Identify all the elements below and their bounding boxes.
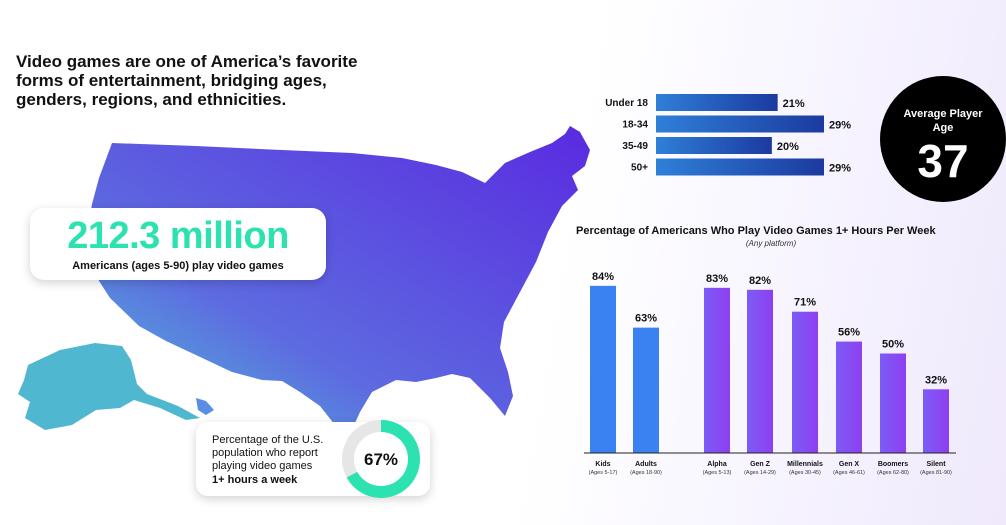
contiguous-us-shape — [86, 126, 590, 434]
hawaii-shape — [196, 398, 214, 415]
weekly-play-line-4: 1+ hours a week — [212, 473, 298, 486]
generation-category-label: Silent — [926, 461, 946, 468]
generation-bar — [880, 353, 906, 453]
generation-age-range-label: (Ages 14-29) — [744, 470, 776, 476]
generation-category-label: Gen X — [839, 461, 860, 468]
generation-bar — [923, 389, 949, 453]
generation-value-label: 50% — [882, 339, 904, 351]
generation-category-label: Alpha — [707, 461, 727, 468]
weekly-play-line-1: Percentage of the U.S. — [212, 434, 324, 446]
generation-chart-subtitle: (Any platform) — [745, 239, 797, 248]
age-value-label: 20% — [777, 141, 799, 153]
generation-bar — [792, 311, 818, 453]
generation-category-label: Millennials — [787, 461, 823, 468]
us-map-graphic — [18, 126, 590, 434]
generation-age-range-label: (Ages 18-90) — [630, 470, 662, 476]
age-category-label: 50+ — [631, 163, 648, 174]
alaska-shape — [18, 343, 200, 430]
average-player-age-badge: Average Player Age 37 — [880, 76, 1006, 202]
age-category-label: Under 18 — [605, 98, 648, 109]
generation-value-label: 71% — [794, 297, 816, 309]
weekly-play-card: Percentage of the U.S. population who re… — [196, 420, 430, 498]
generation-age-range-label: (Ages 81-90) — [920, 470, 952, 476]
generation-age-range-label: (Ages 30-45) — [789, 470, 821, 476]
age-category-label: 35-49 — [622, 141, 648, 152]
age-value-label: 29% — [829, 163, 851, 175]
generation-play-chart: 84% Kids (Ages 5-17) 63% Adults (Ages 18-90) 8… — [584, 271, 956, 476]
weekly-play-line-3: playing video games — [212, 460, 313, 473]
generation-value-label: 63% — [635, 313, 657, 325]
generation-age-range-label: (Ages 5-13) — [703, 470, 732, 476]
donut-ring — [342, 420, 420, 498]
total-players-card: 212.3 million Americans (ages 5-90) play… — [30, 208, 326, 280]
generation-category-label: Adults — [635, 461, 657, 468]
headline: Video games are one of America’s favorit… — [16, 52, 358, 110]
generation-bar — [590, 285, 616, 453]
average-age-title-line-1: Average Player — [903, 108, 983, 120]
total-players-caption: Americans (ages 5-90) play video games — [72, 259, 284, 272]
generation-value-label: 56% — [838, 327, 860, 339]
donut-value-label: 67% — [364, 450, 398, 469]
generation-bar — [747, 289, 773, 453]
age-bar — [656, 94, 778, 111]
age-bar — [656, 115, 824, 133]
generation-category-label: Kids — [595, 461, 610, 468]
generation-bar — [836, 341, 862, 453]
generation-value-label: 83% — [706, 273, 728, 285]
weekly-play-donut: 67% — [342, 420, 420, 498]
generation-category-label: Boomers — [878, 461, 908, 468]
generation-age-range-label: (Ages 5-17) — [589, 470, 618, 476]
generation-value-label: 32% — [925, 374, 947, 386]
generation-age-range-label: (Ages 62-80) — [877, 470, 909, 476]
age-category-label: 18-34 — [622, 120, 648, 131]
generation-value-label: 82% — [749, 275, 771, 287]
average-age-title: Average Player Age — [880, 108, 1006, 136]
average-age-value: 37 — [917, 134, 969, 187]
generation-category-label: Gen Z — [750, 461, 771, 468]
generation-bar — [633, 327, 659, 453]
weekly-play-description: Percentage of the U.S. population who re… — [212, 434, 337, 487]
generation-bar — [704, 287, 730, 453]
age-distribution-chart: Under 18 21% 18-34 29% 35-49 20% 50+ 29% — [605, 94, 851, 176]
generation-value-label: 84% — [592, 271, 614, 283]
total-players-value: 212.3 million — [67, 215, 289, 257]
weekly-play-line-2: population who report — [212, 447, 318, 460]
age-value-label: 21% — [783, 98, 805, 110]
average-age-title-line-2: Age — [932, 121, 954, 134]
age-bar — [656, 137, 772, 154]
generation-age-range-label: (Ages 46-61) — [833, 470, 865, 476]
generation-chart-title: Percentage of Americans Who Play Video G… — [576, 225, 936, 237]
age-bar — [656, 158, 824, 176]
age-value-label: 29% — [829, 120, 851, 132]
